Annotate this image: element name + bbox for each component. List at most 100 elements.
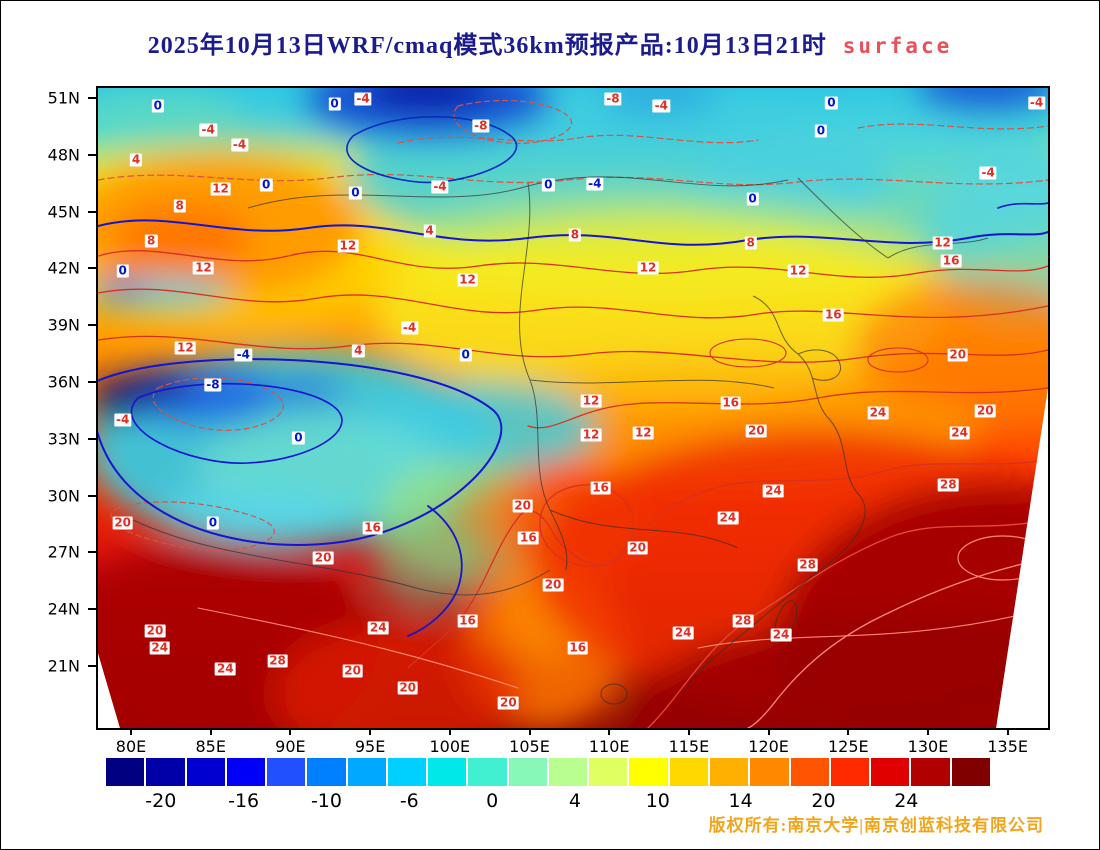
colorbar-label: 4 xyxy=(568,790,581,812)
lon-tick-label: 120E xyxy=(748,737,789,756)
colorbar-segment xyxy=(267,758,306,786)
contour-label: -4 xyxy=(400,320,419,335)
contour-label: 20 xyxy=(542,577,564,592)
contour-label: 20 xyxy=(397,680,419,695)
contour-label: 16 xyxy=(362,520,383,535)
lat-tick-label: 33N xyxy=(47,429,80,449)
colorbar-label: 20 xyxy=(811,790,836,812)
map-frame: 0 0 -4 -8 -4 0 -4 -4 -8 0 -4 4 -4 12 0 0 -4 0 -4 0 8 4 8 12 8 12 1… xyxy=(96,86,1050,730)
contour-label: 20 xyxy=(112,515,134,530)
contour-label: -4 xyxy=(586,176,604,191)
lat-tick-label: 42N xyxy=(47,258,80,278)
contour-label: 16 xyxy=(457,613,478,628)
colorbar-segment xyxy=(508,758,547,786)
colorbar-label: 0 xyxy=(486,790,499,812)
lon-tick-mark xyxy=(528,728,531,735)
contour-label: 24 xyxy=(763,483,784,498)
contour-label: 20 xyxy=(312,550,334,565)
contour-label: 24 xyxy=(717,510,739,525)
colorbar-segment xyxy=(428,758,467,786)
contour-label: 4 xyxy=(423,223,436,238)
contour-label: 12 xyxy=(337,238,359,253)
contour-label: 20 xyxy=(974,403,996,418)
contour-label: 0 xyxy=(825,95,838,110)
colorbar-segment xyxy=(226,758,266,786)
contour-label: -4 xyxy=(652,98,671,113)
lat-tick-mark xyxy=(88,437,96,440)
contour-label: 8 xyxy=(173,198,186,213)
contour-label: 12 xyxy=(580,393,602,408)
contour-label: 16 xyxy=(720,395,742,410)
contour-label: 20 xyxy=(342,663,363,678)
contour-label: 24 xyxy=(867,405,889,420)
colorbar-label: 14 xyxy=(728,790,753,812)
colorbar-segment xyxy=(307,758,346,786)
colorbar-segment xyxy=(951,758,990,786)
colorbar-segment xyxy=(669,758,708,786)
colorbar-label: 24 xyxy=(894,790,919,812)
contour-label: 28 xyxy=(267,653,288,668)
contour-label: 12 xyxy=(175,340,196,355)
contour-label: 0 xyxy=(746,191,759,206)
contour-label: -4 xyxy=(1027,95,1046,110)
contour-label: 24 xyxy=(949,425,970,440)
colorbar-segment xyxy=(911,758,950,786)
title-main: 2025年10月13日WRF/cmaq模式36km预报产品:10月13日21时 xyxy=(147,33,827,59)
colorbar-segment xyxy=(146,758,185,786)
contour-label: 20 xyxy=(512,498,533,513)
contour-label: 20 xyxy=(947,347,969,362)
contour-label: 24 xyxy=(149,640,171,655)
lat-tick-mark xyxy=(88,324,96,327)
lat-tick-mark xyxy=(88,665,96,667)
lon-tick-label: 90E xyxy=(275,737,306,756)
contour-label: 12 xyxy=(787,263,809,278)
colorbar-segment xyxy=(106,758,145,786)
contour-label: 16 xyxy=(567,640,589,655)
colorbar-segment xyxy=(709,758,749,786)
colorbar-tick-labels: -20 -16 -10 -6 0 4 10 14 20 24 xyxy=(106,790,990,814)
contour-label: 12 xyxy=(580,427,602,442)
lon-tick-label: 85E xyxy=(195,737,226,756)
lat-tick-label: 51N xyxy=(47,88,80,108)
lat-tick-label: 30N xyxy=(47,486,80,506)
contour-labels-layer: 0 0 -4 -8 -4 0 -4 -4 -8 0 -4 4 -4 12 0 0 -4 0 -4 0 8 4 8 12 8 12 1… xyxy=(98,88,1048,728)
lat-tick-mark xyxy=(88,97,96,99)
lon-tick-mark xyxy=(608,728,611,735)
lat-tick-mark xyxy=(88,494,96,497)
lon-tick-label: 130E xyxy=(907,737,949,756)
colorbar-segment xyxy=(387,758,427,786)
contour-label: 0 xyxy=(542,177,555,192)
colorbar-segment xyxy=(871,758,910,786)
contour-label: 0 xyxy=(459,347,472,362)
lat-tick-label: 45N xyxy=(47,202,80,222)
lat-tick-mark xyxy=(88,153,96,156)
lon-tick-mark xyxy=(130,728,132,735)
colorbar-segment xyxy=(790,758,829,786)
contour-label: 0 xyxy=(814,123,828,138)
lon-tick-mark xyxy=(847,728,850,735)
contour-label: 0 xyxy=(328,96,341,111)
lon-tick-mark xyxy=(289,728,292,735)
contour-label: 20 xyxy=(144,623,166,638)
contour-label: 12 xyxy=(193,260,214,275)
colorbar-segment xyxy=(468,758,507,786)
colorbar-segment xyxy=(589,758,628,786)
lon-tick-mark xyxy=(369,728,372,735)
lat-tick-label: 21N xyxy=(47,656,80,676)
lon-tick-label: 105E xyxy=(509,737,550,756)
lon-tick-mark xyxy=(767,728,770,735)
contour-label: 0 xyxy=(116,263,129,278)
contour-label: 20 xyxy=(498,695,519,710)
colorbar-segment xyxy=(186,758,225,786)
lat-tick-mark xyxy=(88,608,96,611)
contour-lines xyxy=(98,99,1048,728)
lat-tick-label: 36N xyxy=(47,372,80,392)
contour-label: -4 xyxy=(199,122,217,137)
colorbar-segment xyxy=(629,758,668,786)
contour-label: 0 xyxy=(292,430,305,445)
lon-tick-mark xyxy=(1006,728,1009,735)
contour-label: 8 xyxy=(145,233,158,248)
colorbar-label: -20 xyxy=(145,790,177,812)
contour-label: 12 xyxy=(457,272,478,287)
